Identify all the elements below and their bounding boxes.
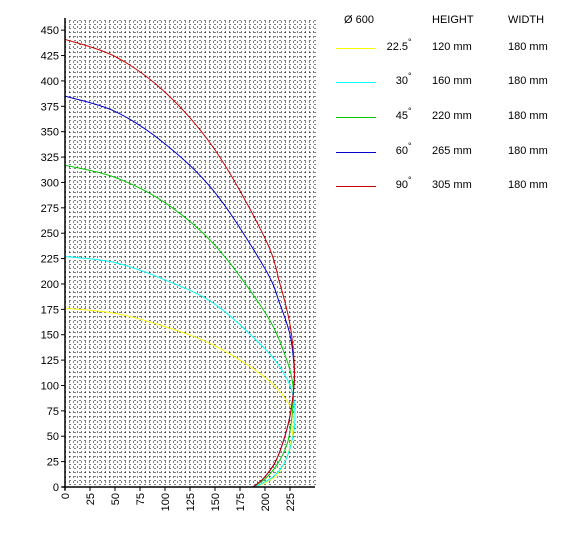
grid — [65, 20, 316, 487]
x-tick-label: 150 — [210, 493, 222, 511]
legend-entry: 45 ° 220 mm 180 mm — [330, 106, 580, 126]
y-tick-label: 275 — [41, 203, 59, 215]
legend-height: 120 mm — [432, 41, 472, 53]
x-tick-label: 225 — [285, 493, 297, 511]
axis-ticks: 0255075100125150175200225250275300325350… — [41, 25, 297, 511]
legend-width-header: WIDTH — [508, 14, 545, 26]
legend-swatch-90 — [336, 186, 376, 187]
y-tick-label: 225 — [41, 254, 59, 266]
legend-angle: 22.5 — [386, 41, 408, 53]
legend-width: 180 mm — [508, 41, 548, 53]
legend-diameter-header: Ø 600 — [344, 14, 374, 26]
legend-degree: ° — [408, 106, 412, 116]
legend-entry: 60 ° 265 mm 180 mm — [330, 141, 580, 161]
series-group — [64, 38, 296, 488]
series-line-0 — [64, 307, 294, 488]
legend-swatch-22-5 — [336, 48, 376, 49]
y-tick-label: 450 — [41, 25, 59, 37]
y-tick-label: 0 — [53, 482, 59, 494]
axes — [61, 18, 315, 491]
y-tick-label: 100 — [41, 380, 59, 392]
y-tick-label: 125 — [41, 355, 59, 367]
legend-degree: ° — [408, 141, 412, 151]
legend-swatch-60 — [336, 152, 376, 153]
y-tick-label: 175 — [41, 304, 59, 316]
y-tick-label: 300 — [41, 177, 59, 189]
legend-entry: 90 ° 305 mm 180 mm — [330, 175, 580, 195]
x-tick-label: 25 — [85, 493, 97, 505]
legend-height: 265 mm — [432, 145, 472, 157]
legend-angle: 30 — [395, 75, 408, 87]
legend-width: 180 mm — [508, 110, 548, 122]
x-tick-label: 75 — [135, 493, 147, 505]
legend-degree: ° — [408, 175, 412, 185]
y-tick-label: 75 — [47, 406, 59, 418]
series-line-1 — [64, 256, 296, 488]
legend-width: 180 mm — [508, 145, 548, 157]
x-tick-label: 50 — [110, 493, 122, 505]
y-tick-label: 325 — [41, 152, 59, 164]
legend-height-header: HEIGHT — [432, 14, 474, 26]
x-tick-label: 125 — [185, 493, 197, 511]
y-tick-label: 250 — [41, 228, 59, 240]
legend-entry: 22.5 ° 120 mm 180 mm — [330, 37, 580, 57]
x-tick-label: 200 — [260, 493, 272, 511]
y-tick-label: 25 — [47, 457, 59, 469]
x-tick-label: 100 — [160, 493, 172, 511]
series-line-2 — [64, 164, 294, 488]
legend-degree: ° — [408, 37, 412, 47]
legend-width: 180 mm — [508, 179, 548, 191]
x-tick-label: 0 — [60, 493, 72, 499]
y-tick-label: 350 — [41, 127, 59, 139]
y-tick-label: 150 — [41, 330, 59, 342]
legend-width: 180 mm — [508, 75, 548, 87]
legend-angle: 90 — [395, 179, 408, 191]
legend-degree: ° — [408, 71, 412, 81]
legend-height: 305 mm — [432, 179, 472, 191]
legend-entry: 30 ° 160 mm 180 mm — [330, 71, 580, 91]
legend-height: 220 mm — [432, 110, 472, 122]
y-tick-label: 200 — [41, 279, 59, 291]
legend-height: 160 mm — [432, 75, 472, 87]
legend-swatch-30 — [336, 82, 376, 83]
legend-angle: 60 — [395, 145, 408, 157]
x-tick-label: 175 — [235, 493, 247, 511]
y-tick-label: 425 — [41, 51, 59, 63]
series-line-4 — [64, 38, 296, 488]
legend-angle: 45 — [395, 110, 408, 122]
y-tick-label: 50 — [47, 431, 59, 443]
y-tick-label: 375 — [41, 101, 59, 113]
y-tick-label: 400 — [41, 76, 59, 88]
legend-swatch-45 — [336, 117, 376, 118]
